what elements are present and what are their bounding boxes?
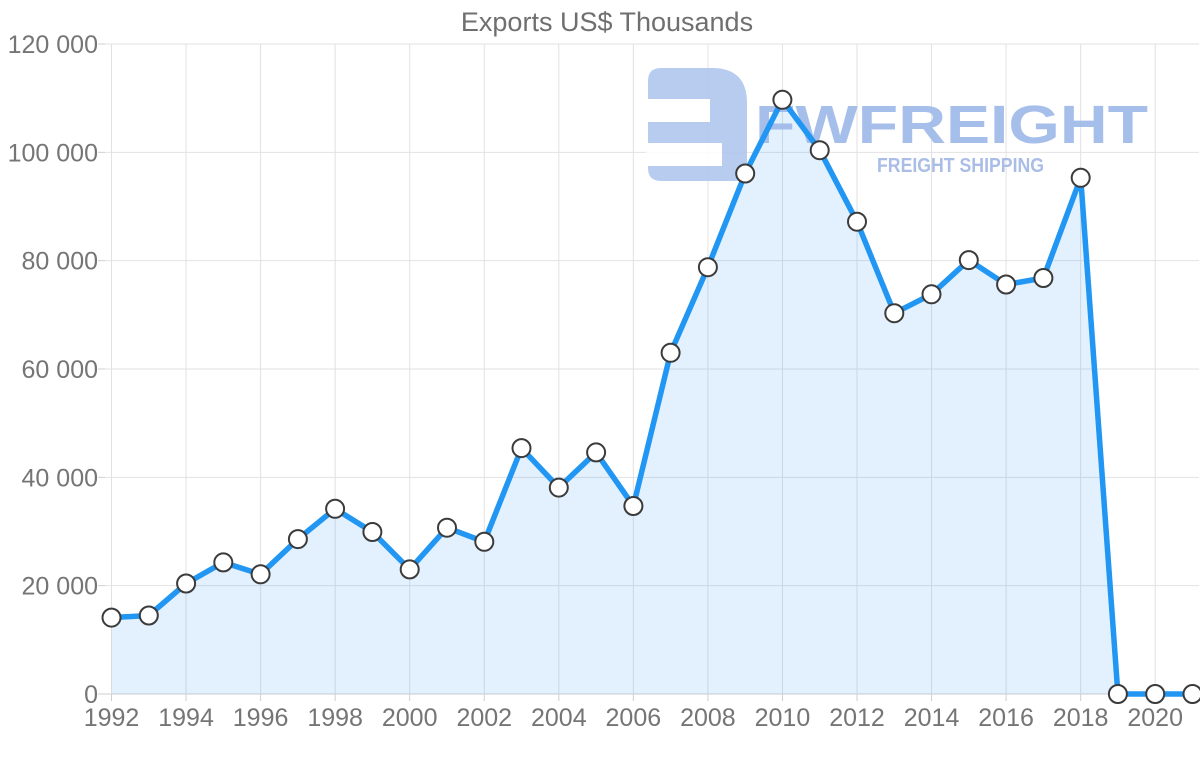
- data-point-2010[interactable]: [773, 91, 791, 109]
- x-axis-label-2012: 2012: [829, 704, 885, 732]
- x-axis-label-2020: 2020: [1127, 704, 1183, 732]
- y-axis-label-100000: 100 000: [8, 139, 98, 167]
- data-point-2005[interactable]: [587, 443, 605, 461]
- data-point-1996[interactable]: [252, 565, 270, 583]
- data-point-2015[interactable]: [960, 251, 978, 269]
- data-point-2020[interactable]: [1146, 685, 1164, 703]
- data-point-1992[interactable]: [103, 609, 121, 627]
- data-point-2003[interactable]: [513, 439, 531, 457]
- x-axis-label-2008: 2008: [680, 704, 736, 732]
- x-axis-label-1994: 1994: [158, 704, 214, 732]
- x-axis-label-2000: 2000: [382, 704, 438, 732]
- x-axis-label-2002: 2002: [456, 704, 512, 732]
- x-axis-label-1992: 1992: [84, 704, 140, 732]
- data-point-2006[interactable]: [624, 497, 642, 515]
- x-axis-label-2010: 2010: [755, 704, 811, 732]
- data-point-2017[interactable]: [1034, 269, 1052, 287]
- x-axis-label-2006: 2006: [606, 704, 662, 732]
- data-point-1999[interactable]: [363, 523, 381, 541]
- data-point-1993[interactable]: [140, 607, 158, 625]
- data-point-2016[interactable]: [997, 276, 1015, 294]
- y-axis-label-60000: 60 000: [22, 356, 98, 384]
- data-point-2012[interactable]: [848, 213, 866, 231]
- y-axis-label-20000: 20 000: [22, 573, 98, 601]
- data-point-2002[interactable]: [475, 533, 493, 551]
- data-point-2014[interactable]: [923, 285, 941, 303]
- x-axis-label-2018: 2018: [1053, 704, 1109, 732]
- data-point-2004[interactable]: [550, 479, 568, 497]
- area-layer: [112, 100, 1193, 694]
- series-area-fill: [112, 100, 1193, 694]
- data-point-2021[interactable]: [1184, 685, 1200, 703]
- x-axis-label-2016: 2016: [978, 704, 1034, 732]
- x-axis-label-1996: 1996: [233, 704, 289, 732]
- watermark-logo: FWFREIGHT FREIGHT SHIPPING: [646, 68, 1148, 181]
- data-point-2013[interactable]: [885, 304, 903, 322]
- data-point-2007[interactable]: [662, 344, 680, 362]
- data-point-1994[interactable]: [177, 575, 195, 593]
- data-point-2019[interactable]: [1109, 685, 1127, 703]
- watermark-icon-notch-bottom: [646, 143, 722, 166]
- y-axis-label-80000: 80 000: [22, 248, 98, 276]
- x-axis-label-2014: 2014: [904, 704, 960, 732]
- data-point-2018[interactable]: [1072, 169, 1090, 187]
- data-point-2009[interactable]: [736, 165, 754, 183]
- x-axis-label-2004: 2004: [531, 704, 587, 732]
- watermark-tagline-text: FREIGHT SHIPPING: [877, 155, 1044, 177]
- data-point-2001[interactable]: [438, 519, 456, 537]
- x-axis-label-1998: 1998: [307, 704, 363, 732]
- y-axis-label-40000: 40 000: [22, 464, 98, 492]
- data-point-1995[interactable]: [214, 553, 232, 571]
- y-axis-label-120000: 120 000: [8, 31, 98, 59]
- chart-title: Exports US$ Thousands: [461, 7, 753, 37]
- data-point-2008[interactable]: [699, 258, 717, 276]
- data-point-2000[interactable]: [401, 560, 419, 578]
- watermark-icon-notch-top: [646, 99, 710, 122]
- data-point-1998[interactable]: [326, 500, 344, 518]
- data-point-2011[interactable]: [811, 141, 829, 159]
- data-point-1997[interactable]: [289, 530, 307, 548]
